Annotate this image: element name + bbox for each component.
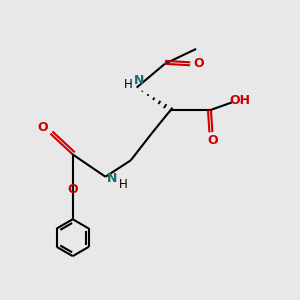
Text: N: N: [107, 172, 117, 185]
Text: O: O: [193, 57, 204, 70]
Text: H: H: [119, 178, 128, 191]
Text: H: H: [124, 77, 133, 91]
Text: OH: OH: [229, 94, 250, 107]
Text: O: O: [68, 183, 78, 196]
Text: O: O: [207, 134, 218, 147]
Text: N: N: [134, 74, 144, 87]
Text: O: O: [37, 121, 48, 134]
